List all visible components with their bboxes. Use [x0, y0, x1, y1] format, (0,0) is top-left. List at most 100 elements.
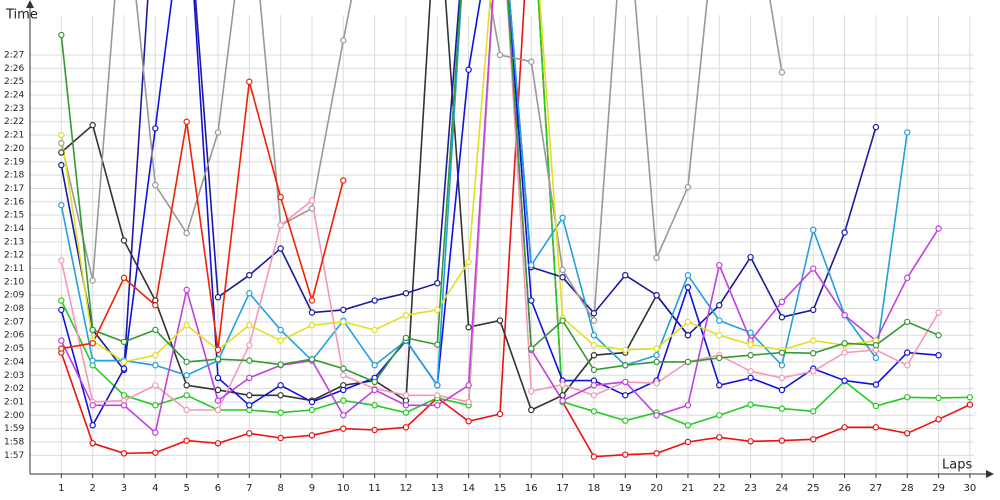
data-point — [810, 368, 817, 375]
data-point — [684, 271, 692, 279]
data-point — [559, 214, 566, 222]
data-point — [904, 362, 911, 369]
x-tick-label: 13 — [431, 483, 444, 494]
data-point — [152, 125, 159, 132]
x-tick-label: 26 — [838, 483, 851, 494]
data-point — [935, 394, 942, 402]
data-point — [622, 378, 629, 386]
y-tick-label: 2:26 — [4, 64, 24, 74]
data-point — [152, 402, 159, 409]
data-point — [371, 378, 378, 386]
data-point — [402, 409, 410, 416]
data-point — [622, 417, 629, 424]
x-tick-label: 19 — [619, 483, 632, 494]
data-point — [590, 366, 598, 374]
series-line — [60, 0, 877, 373]
plot-area — [58, 0, 974, 460]
data-point — [434, 392, 441, 399]
data-point — [277, 337, 284, 344]
y-tick-label: 2:03 — [4, 371, 24, 381]
data-point — [747, 352, 754, 359]
data-point — [528, 58, 535, 65]
y-tick-label: 2:17 — [4, 184, 24, 194]
x-tick-label: 25 — [807, 483, 820, 494]
data-point — [590, 453, 598, 460]
x-tick-label: 11 — [368, 483, 381, 494]
y-tick-label: 2:02 — [4, 384, 24, 394]
data-point — [120, 358, 128, 366]
data-point — [152, 382, 159, 389]
x-tick-label: 17 — [556, 483, 569, 494]
data-point — [58, 161, 65, 169]
data-point — [590, 310, 598, 317]
grid — [30, 15, 974, 474]
data-point — [559, 392, 566, 399]
data-point — [214, 406, 222, 414]
y-tick-label: 2:07 — [4, 317, 24, 327]
data-point — [716, 317, 723, 324]
data-point — [402, 402, 410, 409]
data-point — [371, 426, 378, 434]
data-point — [89, 440, 96, 447]
data-point — [371, 326, 378, 334]
x-tick-label: 22 — [713, 483, 726, 494]
data-point — [120, 274, 128, 282]
data-point — [152, 362, 159, 369]
data-point — [496, 51, 504, 59]
data-point — [590, 332, 598, 339]
data-point — [340, 318, 347, 326]
data-point — [246, 374, 253, 382]
data-point — [966, 401, 974, 408]
data-point — [246, 78, 253, 85]
y-tick-label: 2:10 — [4, 277, 24, 287]
data-point — [120, 402, 128, 409]
data-point — [559, 266, 566, 274]
data-point — [183, 229, 190, 237]
data-point — [841, 349, 848, 356]
data-point — [89, 326, 96, 334]
data-point — [935, 332, 942, 339]
data-point — [277, 326, 284, 334]
data-point — [120, 392, 128, 399]
x-tick-label: 1 — [58, 483, 64, 494]
data-point — [684, 318, 692, 326]
data-point — [465, 258, 472, 266]
x-tick-label: 30 — [964, 483, 977, 494]
data-point — [810, 226, 817, 234]
data-point — [747, 374, 754, 382]
data-point — [214, 346, 222, 354]
data-point — [308, 309, 316, 316]
data-point — [528, 406, 535, 414]
data-point — [622, 392, 629, 399]
data-point — [747, 368, 754, 375]
y-tick-label: 2:00 — [4, 411, 24, 421]
data-point — [653, 292, 660, 299]
data-point — [214, 397, 222, 404]
x-tick-label: 21 — [682, 483, 695, 494]
data-point — [340, 412, 347, 419]
x-tick-label: 4 — [152, 483, 158, 494]
y-tick-label: 2:14 — [4, 224, 24, 234]
data-point — [152, 449, 159, 456]
data-point — [590, 342, 598, 349]
data-point — [402, 290, 410, 297]
y-tick-label: 2:16 — [4, 197, 24, 207]
y-tick-label: 2:05 — [4, 344, 24, 354]
data-point — [340, 37, 347, 44]
x-tick-label: 6 — [215, 483, 221, 494]
data-point — [58, 149, 65, 156]
y-axis-arrow — [26, 0, 34, 8]
data-point — [935, 416, 942, 423]
y-axis-title: Time — [5, 8, 38, 23]
x-tick-label: 14 — [462, 483, 475, 494]
data-point — [214, 440, 222, 447]
data-point — [340, 397, 347, 404]
data-point — [277, 392, 284, 399]
data-point — [246, 392, 253, 399]
data-point — [214, 129, 222, 136]
x-tick-label: 12 — [400, 483, 413, 494]
data-point — [58, 345, 65, 352]
data-point — [58, 31, 65, 39]
data-point — [89, 340, 96, 347]
y-tick-label: 2:13 — [4, 237, 24, 247]
